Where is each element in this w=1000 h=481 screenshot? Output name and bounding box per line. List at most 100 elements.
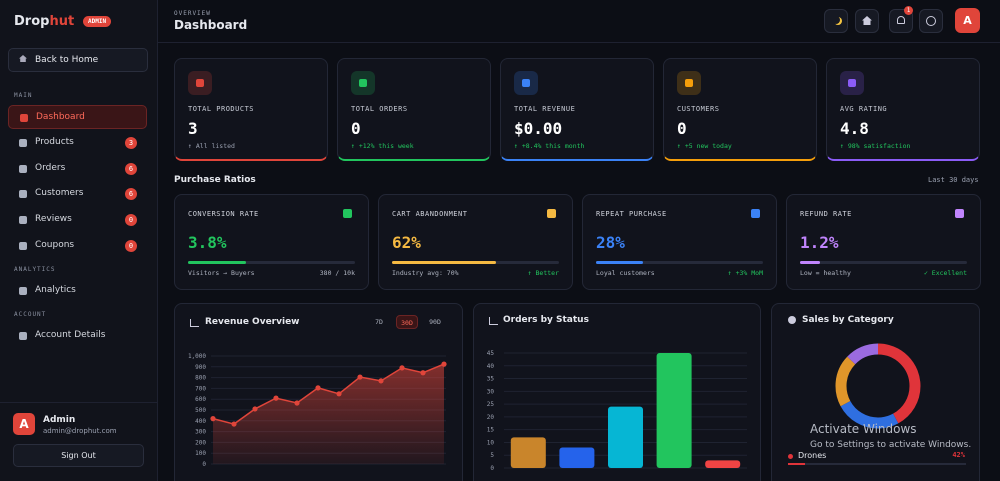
nav-label: Customers (35, 188, 84, 199)
range-button[interactable]: 90D (429, 318, 441, 326)
orders-card: Orders by Status 0 5 10 15 20 25 30 35 40 45 (473, 303, 761, 481)
y-tick-label: 35 (487, 376, 495, 383)
card-title: Sales by Category (802, 315, 894, 325)
bar (559, 447, 595, 468)
y-tick-label: 30 (487, 388, 495, 395)
nav-item[interactable]: Reviews 0 (8, 208, 147, 232)
stat-card: AVG RATING 4.8 ↑ 98% satisfaction (826, 58, 980, 161)
brand: Drophut (14, 14, 74, 29)
user-avatar: A (13, 413, 35, 435)
y-tick-label: 0 (202, 461, 206, 468)
card-title: Orders by Status (503, 315, 589, 325)
range-button[interactable]: 7D (375, 318, 383, 326)
nav-icon (19, 332, 27, 340)
y-tick-label: 45 (487, 350, 495, 357)
range-button[interactable]: 30D (396, 315, 418, 329)
ratio-value: 62% (392, 233, 421, 252)
bar (705, 460, 741, 468)
section-title: Purchase Ratios (174, 175, 256, 185)
ratio-note: Loyal customers (596, 269, 655, 277)
stat-note: ↑ +12% this week (351, 142, 414, 150)
ratio-side: ✓ Excellent (923, 269, 967, 277)
y-tick-label: 900 (195, 364, 206, 371)
title-icon (788, 316, 796, 324)
help-button[interactable] (919, 9, 943, 33)
stat-card: TOTAL PRODUCTS 3 ↑ All listed (174, 58, 328, 161)
nav-count: 3 (125, 136, 137, 149)
ratio-card: CONVERSION RATE 3.8% Visitors → Buyers 380 … (174, 194, 369, 290)
point (441, 361, 447, 367)
nav-label: Reviews (35, 214, 72, 225)
legend-value: 42% (952, 451, 965, 459)
stat-label: TOTAL PRODUCTS (188, 105, 255, 113)
ratio-label: REPEAT PURCHASE (596, 210, 667, 218)
point (315, 385, 321, 391)
nav-item[interactable]: Analytics (8, 279, 147, 303)
y-tick-label: 500 (195, 407, 206, 414)
card-title: Revenue Overview (205, 317, 300, 327)
nav-count: 0 (125, 240, 137, 252)
progress-fill (392, 261, 496, 264)
nav-item[interactable]: Products 3 (8, 131, 147, 155)
nav-label: Analytics (35, 285, 76, 295)
sign-out-button[interactable]: Sign Out (13, 444, 144, 467)
progress-fill (800, 261, 821, 264)
y-tick-label: 700 (195, 385, 206, 392)
stat-card: CUSTOMERS 0 ↑ +5 new today (663, 58, 817, 161)
nav-icon (19, 138, 27, 147)
nav-section-title: MAIN (14, 92, 33, 99)
theme-button[interactable] (824, 9, 848, 33)
point (399, 365, 405, 371)
header-avatar[interactable]: A (955, 8, 980, 33)
user-email: admin@drophut.com (43, 427, 117, 435)
home-button[interactable] (855, 9, 879, 33)
stat-icon-glyph (196, 79, 204, 87)
nav-item[interactable]: Orders 6 (8, 157, 147, 181)
stat-note: ↑ All listed (188, 142, 235, 150)
y-tick-label: 1,000 (188, 353, 206, 360)
stat-label: CUSTOMERS (677, 105, 720, 113)
nav-item[interactable]: Coupons 0 (8, 234, 147, 258)
progress-track (392, 261, 559, 264)
stat-note: ↑ +5 new today (677, 142, 732, 150)
nav-icon (19, 287, 27, 295)
moon-icon (832, 16, 840, 24)
page-title: Dashboard (174, 18, 248, 32)
nav-label: Products (35, 136, 74, 147)
progress-track (188, 261, 355, 264)
ratio-icon (751, 209, 760, 218)
sidebar: Drophut ADMIN Back to Home A Admin admin… (0, 0, 158, 481)
donut-segment (835, 343, 921, 429)
stat-icon-glyph (848, 79, 856, 87)
brand-text: Drop (14, 14, 50, 29)
legend-name: Drones (798, 451, 827, 460)
ratio-card: REFUND RATE 1.2% Low = healthy ✓ Excellent (786, 194, 981, 290)
ratio-icon (547, 209, 556, 218)
nav-item[interactable]: Customers 6 (8, 182, 147, 206)
stat-label: AVG RATING (840, 105, 888, 113)
ratio-note: Low = healthy (800, 269, 851, 277)
nav-section-title: ACCOUNT (14, 311, 47, 318)
bell-icon (897, 16, 905, 24)
stat-note: ↑ +8.4% this month (514, 142, 585, 150)
point (231, 421, 237, 427)
progress-track (596, 261, 763, 264)
stat-label: TOTAL REVENUE (514, 105, 576, 113)
nav-icon (19, 216, 27, 225)
ratio-icon (343, 209, 352, 218)
y-tick-label: 400 (195, 418, 206, 425)
back-button[interactable]: Back to Home (8, 48, 148, 72)
ratio-icon (955, 209, 964, 218)
section-period: Last 30 days (928, 176, 979, 184)
legend-dot (788, 454, 793, 459)
nav-count: 6 (125, 188, 137, 201)
bar (510, 437, 546, 468)
nav-item[interactable]: Account Details (8, 324, 147, 348)
line (212, 363, 445, 425)
nav-section-title: ANALYTICS (14, 266, 56, 273)
point (420, 370, 426, 376)
help-icon (926, 16, 936, 26)
watermark-text: Go to Settings to activate Windows. (810, 440, 972, 450)
nav-item[interactable]: Dashboard (8, 105, 147, 129)
stat-icon-glyph (522, 79, 530, 87)
